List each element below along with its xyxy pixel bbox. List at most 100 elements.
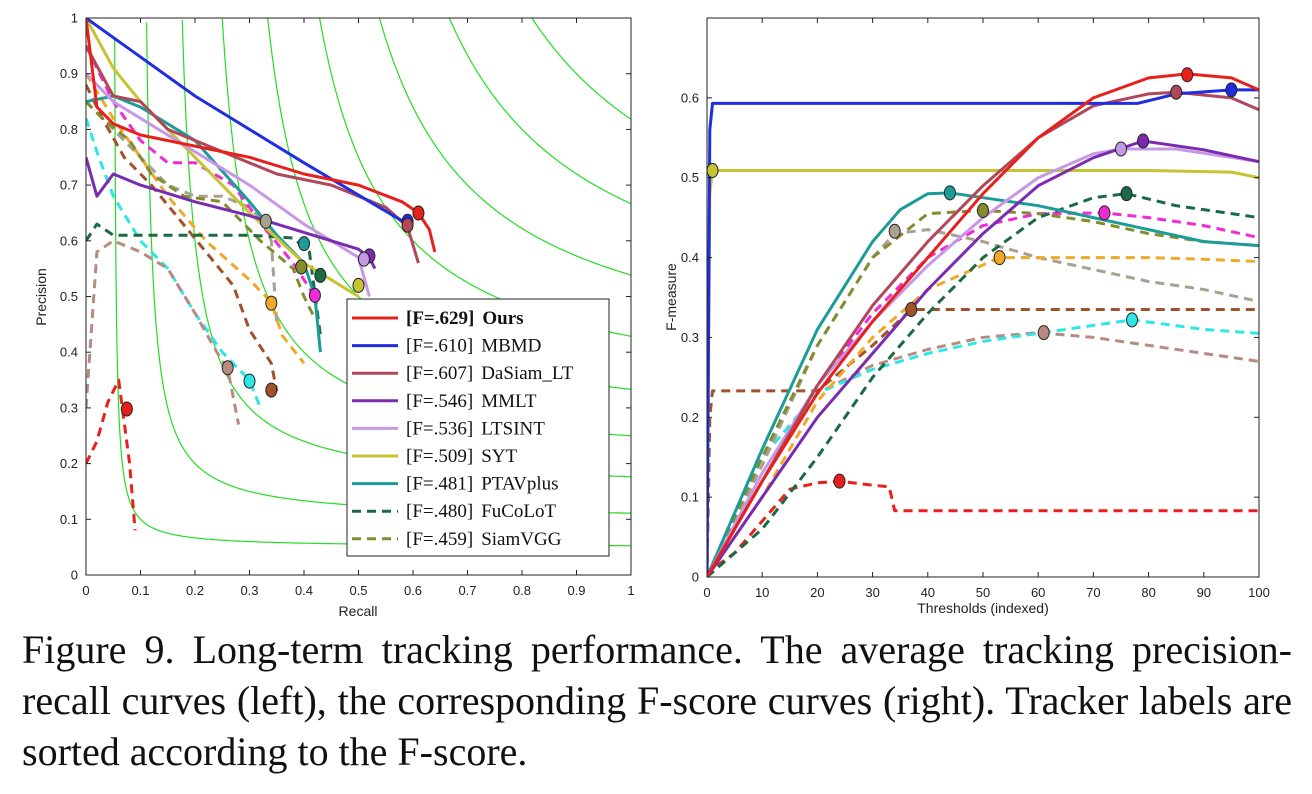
- x-tick-label: 0: [703, 585, 710, 600]
- legend-score: [F=.480]: [406, 501, 473, 522]
- f-marker-syt: [706, 163, 719, 179]
- pr-marker-siamvgg: [295, 259, 308, 275]
- pr-curve-series-10: [86, 45, 317, 298]
- f-curves: [707, 72, 1259, 577]
- f-curve-ours: [707, 72, 1259, 577]
- f-curve-mbmd: [707, 88, 1259, 577]
- iso-f-contour-0.9: [531, 18, 631, 120]
- y-tick-label: 0.5: [681, 170, 699, 185]
- x-tick-label: 100: [1248, 585, 1270, 600]
- pr-marker-dasiam-lt: [401, 217, 414, 233]
- y-tick-label: 0.1: [681, 490, 699, 505]
- y-tick-label: 0: [71, 568, 78, 583]
- f-marker-ptavplus: [943, 185, 956, 201]
- y-tick-label: 0.6: [60, 233, 78, 248]
- pr-marker-ptavplus: [298, 236, 310, 252]
- pr-curve-mbmd: [86, 18, 409, 226]
- f-marker-mmlt: [1137, 133, 1150, 149]
- pr-marker-series-9: [265, 295, 278, 311]
- legend-name: MBMD: [481, 336, 541, 357]
- x-tick-label: 30: [865, 585, 879, 600]
- y-tick-label: 0.8: [60, 122, 78, 137]
- pr-marker-series-11: [265, 382, 278, 398]
- f-marker-series-12: [905, 301, 918, 317]
- f-curve-mmlt: [707, 139, 1259, 577]
- pr-marker-series-10: [308, 287, 321, 303]
- y-tick-label: 0.5: [60, 289, 78, 304]
- f-marker-dasiam-lt: [1170, 84, 1183, 100]
- legend-score: [F=.481]: [406, 474, 473, 495]
- legend-name: LTSINT: [481, 418, 545, 439]
- x-tick-label: 0.1: [131, 583, 149, 598]
- pr-marker-syt: [352, 277, 365, 293]
- legend-score: [F=.509]: [406, 446, 473, 467]
- legend-item-ltsint: [F=.536] LTSINT: [406, 418, 545, 439]
- f-markers: [706, 67, 1238, 489]
- legend-score: [F=.629]: [406, 308, 474, 329]
- f-marker-mbmd: [1225, 82, 1238, 98]
- legend-score: [F=.459]: [406, 529, 473, 550]
- f-y-axis-label: F-measure: [663, 263, 679, 331]
- y-tick-label: 0.6: [681, 90, 699, 105]
- legend-item-siamvgg: [F=.459] SiamVGG: [406, 529, 562, 550]
- f-marker-ltsint: [1115, 141, 1127, 157]
- pr-marker-fucolot: [314, 267, 327, 283]
- y-tick-label: 0.3: [60, 400, 78, 415]
- pr-curve-ptavplus: [86, 94, 322, 353]
- legend-item-fucolot: [F=.480] FuCoLoT: [406, 501, 557, 522]
- x-tick-label: 0.8: [513, 583, 531, 598]
- legend-name: Ours: [482, 308, 523, 329]
- pr-curve-series-15: [86, 378, 137, 531]
- y-tick-label: 0.1: [60, 512, 78, 527]
- figure: 0 0.1 0.2 0.3 0.4 0.5 0.6 0.7 0.8 0.9 100.10.20.30…: [33, 11, 1270, 620]
- pr-marker-series-15: [120, 401, 133, 417]
- x-tick-label: 70: [1086, 585, 1100, 600]
- pr-marker-series-13: [221, 360, 234, 376]
- x-tick-label: 50: [976, 585, 990, 600]
- y-tick-label: 0.4: [681, 250, 699, 265]
- legend-item-mmlt: [F=.546] MMLT: [406, 391, 537, 412]
- legend-name: SiamVGG: [481, 529, 562, 550]
- pr-marker-series-12: [259, 213, 272, 229]
- legend-name: PTAVplus: [481, 474, 558, 495]
- legend-score: [F=.536]: [406, 418, 473, 439]
- y-tick-label: 0.2: [60, 456, 78, 471]
- f-marker-siamvgg: [977, 202, 989, 218]
- x-tick-label: 0.2: [186, 583, 204, 598]
- x-tick-label: 90: [1197, 585, 1211, 600]
- legend-item-ptavplus: [F=.481] PTAVplus: [406, 474, 559, 495]
- pr-axis-ticks: 0 0.1 0.2 0.3 0.4 0.5 0.6 0.7 0.8 0.9 1 0 0.1 0.2 0.3 0…: [60, 11, 635, 599]
- pr-curve-ltsint: [86, 72, 371, 297]
- legend-item-dasiam-lt: [F=.607] DaSiam_LT: [406, 363, 574, 384]
- x-tick-label: 0.5: [349, 583, 367, 598]
- pr-marker-ours: [412, 205, 425, 221]
- pr-y-axis-label: Precision: [33, 268, 49, 326]
- x-tick-label: 40: [921, 585, 935, 600]
- f-x-axis-label: Thresholds (indexed): [917, 600, 1049, 616]
- f-marker-fucolot: [1120, 186, 1133, 202]
- x-tick-label: 20: [810, 585, 824, 600]
- iso-f-contour-0.8: [448, 18, 631, 205]
- x-tick-label: 0: [82, 583, 89, 598]
- legend-item-ours: [F=.629] Ours: [406, 308, 524, 329]
- pr-curve-syt: [86, 18, 360, 298]
- pr-curve-series-9: [86, 72, 306, 365]
- legend-score: [F=.610]: [406, 336, 473, 357]
- pr-x-axis-label: Recall: [339, 603, 378, 619]
- legend-item-syt: [F=.509] SYT: [406, 446, 517, 467]
- x-tick-label: 0.7: [458, 583, 476, 598]
- figure-caption: Figure 9. Long-term tracking performance…: [22, 627, 1292, 774]
- pr-curve-series-11: [86, 84, 279, 392]
- f-axis-ticks: 0 10 20 30 40 50 60 70 80 90 100 0 0.1 0.2 0.3 0.4 0.5 0.…: [681, 18, 1270, 600]
- f-marker-series-15: [833, 473, 846, 489]
- legend-name: FuCoLoT: [481, 501, 556, 522]
- pr-curve-siamvgg: [86, 100, 317, 320]
- legend-name: SYT: [481, 446, 517, 467]
- precision-recall-chart: 0 0.1 0.2 0.3 0.4 0.5 0.6 0.7 0.8 0.9 1 0 0.1 0.2 0.3 0…: [33, 11, 635, 620]
- x-tick-label: 0.3: [240, 583, 258, 598]
- iso-f-contour-0.7: [378, 18, 631, 276]
- y-tick-label: 0.3: [681, 330, 699, 345]
- y-tick-label: 1: [71, 11, 78, 26]
- y-tick-label: 0: [692, 570, 699, 585]
- legend-name: DaSiam_LT: [481, 363, 574, 384]
